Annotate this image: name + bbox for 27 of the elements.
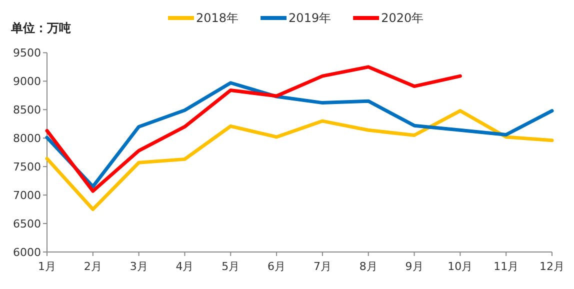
x-tick-label: 9月 bbox=[405, 260, 424, 273]
y-tick-label: 8000 bbox=[13, 132, 41, 146]
legend-label: 2018年 bbox=[196, 11, 239, 25]
y-tick-label: 6500 bbox=[13, 218, 41, 231]
x-tick-label: 2月 bbox=[84, 260, 102, 273]
y-tick-label: 9000 bbox=[13, 75, 41, 88]
y-tick-label: 9500 bbox=[13, 46, 41, 60]
y-axis-title: 单位：万吨 bbox=[10, 21, 71, 35]
legend-label: 2020年 bbox=[381, 11, 424, 25]
y-tick-label: 6000 bbox=[13, 246, 41, 259]
x-tick-label: 1月 bbox=[38, 260, 56, 273]
x-tick-label: 8月 bbox=[359, 260, 378, 273]
x-tick-label: 11月 bbox=[494, 260, 519, 273]
x-tick-label: 3月 bbox=[130, 260, 148, 273]
x-tick-label: 12月 bbox=[540, 260, 564, 273]
y-tick-label: 8500 bbox=[13, 104, 41, 117]
x-tick-label: 5月 bbox=[222, 260, 240, 273]
y-tick-label: 7500 bbox=[13, 160, 41, 174]
line-series bbox=[45, 109, 554, 212]
y-tick-label: 7000 bbox=[13, 189, 41, 202]
legend-label: 2019年 bbox=[288, 11, 332, 25]
line-series bbox=[45, 65, 462, 193]
x-tick-label: 4月 bbox=[176, 260, 194, 273]
x-tick-label: 10月 bbox=[448, 260, 473, 273]
line-series bbox=[45, 81, 554, 188]
x-tick-label: 7月 bbox=[313, 260, 332, 273]
x-tick-label: 6月 bbox=[268, 260, 286, 273]
